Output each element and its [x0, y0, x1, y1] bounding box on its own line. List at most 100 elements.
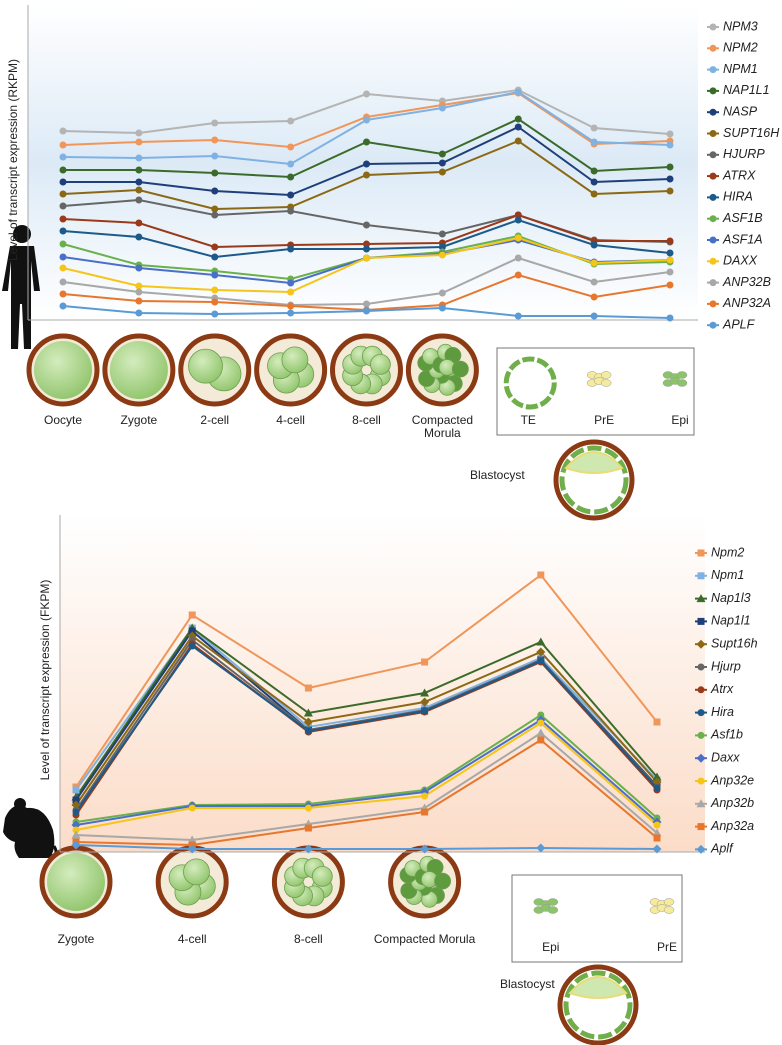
data-point: [304, 804, 312, 812]
data-point: [666, 256, 674, 264]
lineage-box: [496, 347, 695, 436]
data-point: [71, 840, 81, 850]
series-line: [75, 626, 658, 798]
data-point: [59, 240, 67, 248]
inner-cell-mass: [568, 976, 628, 999]
data-point: [135, 233, 143, 241]
data-point: [135, 219, 143, 227]
data-point: [590, 293, 598, 301]
data-point: [653, 784, 661, 792]
blastocyst-te: [563, 970, 633, 1040]
data-point: [303, 844, 313, 854]
data-point: [135, 138, 143, 146]
data-point: [188, 627, 196, 635]
data-point: [537, 711, 545, 719]
data-point: [211, 211, 219, 219]
legend-label: Atrx: [710, 682, 734, 696]
data-point: [303, 708, 313, 717]
cell: [676, 379, 688, 387]
data-point: [287, 309, 295, 317]
data-point: [666, 237, 674, 245]
data-point: [363, 90, 370, 98]
data-point: [653, 718, 661, 726]
data-point: [304, 727, 312, 735]
embryo: [271, 845, 345, 919]
legend-label: Nap1l1: [711, 614, 751, 628]
data-point: [438, 168, 446, 176]
data-point: [211, 169, 219, 177]
data-point: [211, 136, 219, 144]
legend-label: SUPT16H: [723, 126, 780, 140]
data-point: [421, 658, 429, 666]
data-point: [438, 251, 446, 259]
cell: [281, 346, 309, 374]
data-point: [135, 196, 143, 204]
series-line: [75, 721, 658, 831]
x-tick-label: Zygote: [58, 932, 95, 946]
data-point: [211, 271, 219, 279]
data-point: [59, 227, 67, 235]
data-point: [135, 154, 143, 162]
legend-label: Npm1: [711, 568, 744, 582]
data-point: [438, 230, 446, 238]
data-point: [211, 310, 219, 318]
x-tick-label: Zygote: [121, 413, 158, 427]
x-tick-label: Epi: [671, 413, 688, 427]
legend-label: HIRA: [723, 190, 753, 204]
legend-label: Hjurp: [711, 659, 741, 673]
plot-background: [28, 5, 698, 320]
cell: [676, 371, 688, 379]
data-point: [287, 302, 295, 310]
legend-label: Npm2: [711, 545, 744, 559]
data-point: [187, 844, 197, 854]
data-point: [363, 240, 370, 248]
data-point: [652, 772, 662, 781]
data-point: [363, 160, 370, 168]
data-point: [536, 843, 546, 853]
data-point: [438, 304, 446, 312]
data-point: [211, 152, 219, 160]
data-point: [135, 282, 143, 290]
data-point: [304, 824, 312, 832]
data-point: [666, 281, 674, 289]
series-line: [75, 644, 658, 813]
legend-label: ASF1B: [722, 211, 763, 225]
human-icon: [2, 225, 40, 349]
data-point: [135, 264, 143, 272]
data-point: [72, 826, 80, 834]
data-point: [590, 167, 598, 175]
data-point: [59, 141, 67, 149]
data-point: [59, 127, 67, 135]
data-point: [514, 312, 522, 320]
data-point: [514, 271, 522, 279]
cell: [434, 872, 451, 890]
data-point: [59, 166, 67, 174]
legend-label: Nap1l3: [711, 591, 751, 605]
data-point: [287, 288, 295, 296]
cell: [600, 371, 612, 379]
annotation: Blastocyst: [500, 977, 555, 991]
data-point: [653, 821, 661, 829]
data-point: [590, 178, 598, 186]
legend-label: Daxx: [711, 750, 740, 764]
x-tick-label: Oocyte: [44, 413, 82, 427]
data-point: [514, 115, 522, 123]
cell: [47, 853, 105, 911]
data-point: [666, 141, 674, 149]
data-point: [514, 88, 522, 96]
cell: [183, 858, 210, 886]
data-point: [590, 241, 598, 249]
data-point: [211, 119, 219, 127]
x-tick-label: 8-cell: [294, 932, 323, 946]
cell: [369, 353, 391, 375]
data-point: [59, 264, 67, 272]
cell: [311, 865, 333, 887]
legend-label: NPM2: [723, 41, 758, 55]
data-point: [421, 707, 429, 715]
data-point: [287, 279, 295, 287]
data-point: [666, 163, 674, 171]
data-point: [287, 191, 295, 199]
data-point: [287, 207, 295, 215]
legend-label: Hira: [711, 705, 734, 719]
data-point: [211, 253, 219, 261]
